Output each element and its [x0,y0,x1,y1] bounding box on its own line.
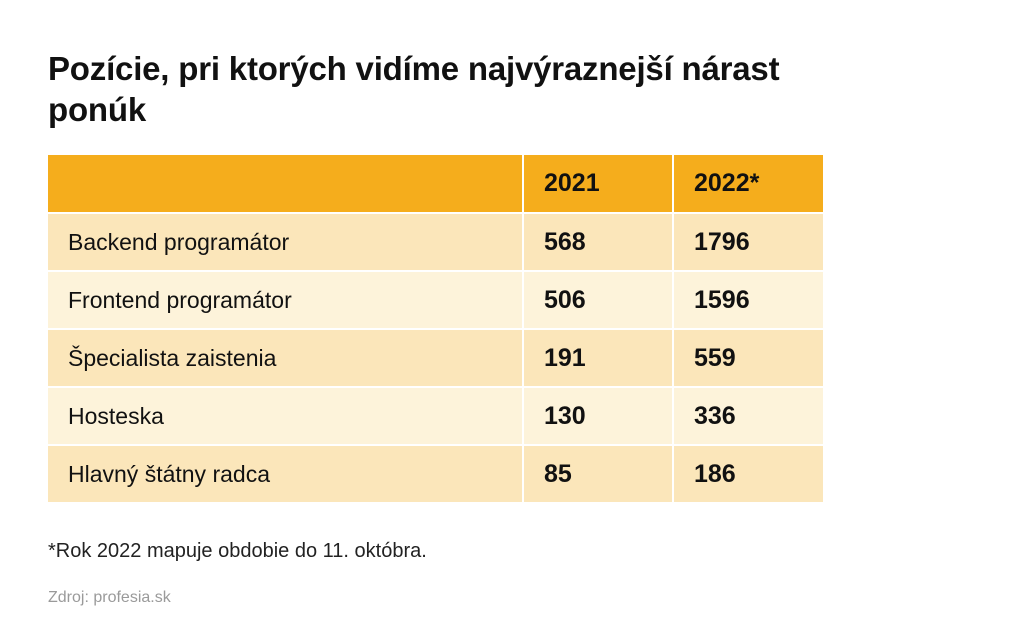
row-label: Hlavný štátny radca [48,445,524,504]
value-2021: 506 [523,271,674,330]
table-row: Špecialista zaistenia 191 559 [48,329,823,388]
value-2021: 568 [523,213,674,272]
value-2022: 186 [673,445,823,504]
header-row: 2021 2022* [48,155,823,214]
value-2022: 559 [673,329,823,388]
table-row: Frontend programátor 506 1596 [48,271,823,330]
table-row: Hlavný štátny radca 85 186 [48,445,823,504]
value-2022: 1596 [673,271,823,330]
header-cell-2021: 2021 [523,155,674,214]
header-cell-label [48,155,524,214]
footnote: *Rok 2022 mapuje obdobie do 11. októbra. [48,540,427,562]
row-label: Špecialista zaistenia [48,329,524,388]
chart-title: Pozície, pri ktorých vidíme najvýraznejš… [48,50,780,128]
value-2021: 191 [523,329,674,388]
value-2021: 130 [523,387,674,446]
table-row: Hosteska 130 336 [48,387,823,446]
data-table: 2021 2022* Backend programátor 568 1796 … [48,155,823,504]
source-note: Zdroj: profesia.sk [48,589,171,606]
row-label: Backend programátor [48,213,524,272]
value-2022: 336 [673,387,823,446]
row-label: Hosteska [48,387,524,446]
value-2021: 85 [523,445,674,504]
value-2022: 1796 [673,213,823,272]
table-row: Backend programátor 568 1796 [48,213,823,272]
row-label: Frontend programátor [48,271,524,330]
header-cell-2022: 2022* [673,155,823,214]
